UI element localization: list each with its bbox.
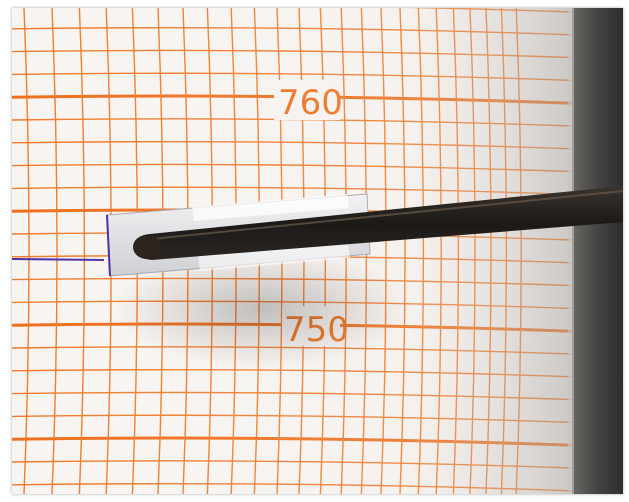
pen-shadow bbox=[112, 248, 412, 368]
drum-edge-highlight bbox=[568, 8, 574, 494]
pen-arm bbox=[133, 186, 623, 260]
photo: 760 750 bbox=[12, 8, 623, 494]
drum-edge bbox=[572, 8, 623, 494]
